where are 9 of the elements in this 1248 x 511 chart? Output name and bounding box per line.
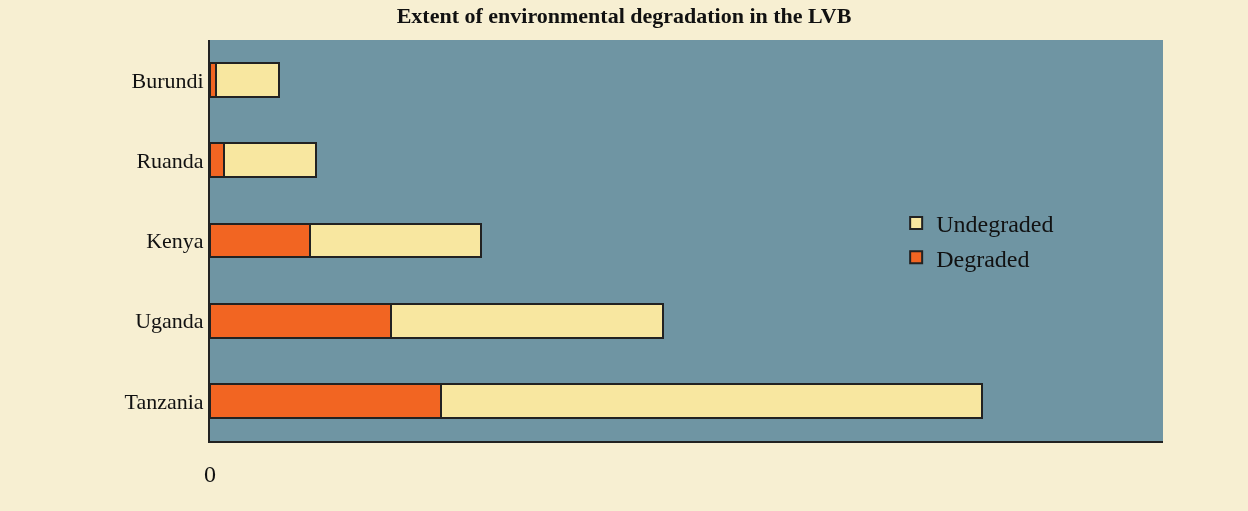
y-tick-label: Uganda (135, 308, 204, 334)
legend-label: Undegraded (936, 211, 1054, 238)
chart-title: Extent of environmental degradation in the LVB (396, 3, 852, 29)
y-tick-label: Kenya (146, 228, 204, 254)
legend-label: Degraded (936, 245, 1030, 272)
y-tick-label: Tanzania (124, 388, 204, 414)
y-tick-label: Burundi (131, 67, 204, 93)
text: 0 (204, 461, 216, 487)
y-tick-label: Ruanda (136, 148, 204, 173)
